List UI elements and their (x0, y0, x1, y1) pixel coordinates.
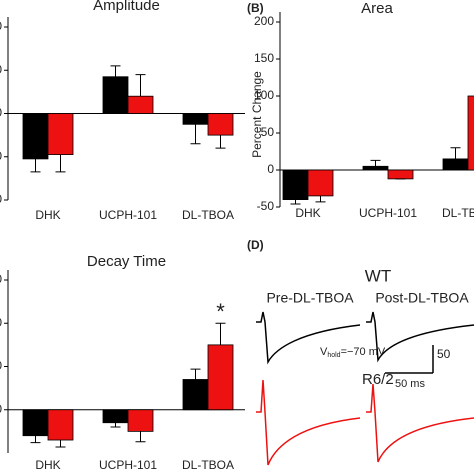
chart-title: Amplitude (93, 0, 160, 14)
trace (256, 379, 361, 466)
bar (467, 95, 474, 171)
error-bar (30, 435, 41, 444)
bar (182, 379, 209, 411)
error-bar (135, 74, 146, 97)
bar (182, 113, 209, 125)
x-tick-label: UCPH-101 (359, 206, 417, 220)
scale-label: 50 (437, 347, 451, 361)
bar (102, 76, 129, 114)
bar (22, 113, 49, 160)
y-tick-label: 50 (261, 125, 275, 139)
error-bar (190, 124, 201, 145)
y-axis-label: Percent Change (250, 71, 264, 158)
x-tick-label: DL-TBOA (182, 458, 234, 472)
vhold-label: Vhold=−70 mV (320, 346, 386, 359)
x-tick-label: DL-TBOA (442, 206, 474, 220)
error-bar (290, 199, 301, 205)
error-bar (110, 422, 121, 428)
panel-label: (D) (247, 238, 264, 252)
error-bar (55, 440, 66, 448)
bar (362, 165, 389, 171)
error-bar (215, 135, 226, 149)
x-tick-label: DHK (295, 206, 320, 220)
x-tick-label: UCPH-101 (99, 208, 157, 222)
group-label: R6/2 (362, 371, 394, 388)
y-tick-label: 0 (0, 402, 2, 416)
panel-d: (D) WT Pre-DL-TBOA Post-DL-TBOA Vhold=−7… (247, 238, 474, 466)
error-bar (135, 431, 146, 443)
y-tick-label: 150 (254, 51, 274, 65)
error-bar (30, 158, 41, 173)
trace-label: Post-DL-TBOA (375, 290, 469, 306)
error-bar (370, 159, 381, 167)
bar (47, 409, 74, 441)
bar (307, 169, 334, 197)
y-tick-label: -40 (0, 192, 2, 206)
y-tick-label: 20 (0, 62, 2, 76)
trace (256, 311, 361, 365)
trace-label: Pre-DL-TBOA (266, 290, 354, 306)
y-tick-label: -50 (257, 199, 275, 213)
y-tick-label: 100 (254, 88, 274, 102)
group-label: WT (365, 266, 391, 285)
error-bar (215, 322, 226, 345)
y-tick-label: 50 (0, 359, 2, 373)
error-bar (190, 368, 201, 380)
x-tick-label: DHK (35, 208, 60, 222)
bar (102, 409, 129, 424)
annotation: * (216, 299, 225, 324)
bar (282, 169, 309, 201)
scale-label: 50 ms (395, 378, 425, 390)
bar (207, 113, 234, 136)
x-tick-label: DL-TBOA (182, 208, 234, 222)
bar (442, 158, 469, 171)
bar (22, 409, 49, 437)
y-tick-label: 100 (0, 315, 2, 329)
x-tick-label: DHK (35, 458, 60, 472)
bar (127, 409, 154, 432)
trace (366, 311, 474, 363)
panel-label: (B) (247, 1, 264, 15)
y-tick-label: 40 (0, 19, 2, 33)
error-bar (450, 147, 461, 159)
y-tick-label: 0 (0, 106, 2, 120)
bar (387, 169, 414, 180)
chart-title: Area (361, 0, 393, 17)
x-tick-label: UCPH-101 (99, 458, 157, 472)
bar (127, 95, 154, 114)
chart-title: Decay Time (87, 253, 166, 270)
y-tick-label: 150 (0, 272, 2, 286)
y-tick-label: 200 (254, 14, 274, 28)
error-bar (315, 195, 326, 203)
error-bar (55, 154, 66, 173)
y-tick-label: 0 (267, 162, 274, 176)
error-bar (110, 65, 121, 77)
bar (207, 344, 234, 411)
bar (47, 113, 74, 155)
trace (366, 383, 474, 463)
y-tick-label: -20 (0, 149, 2, 163)
